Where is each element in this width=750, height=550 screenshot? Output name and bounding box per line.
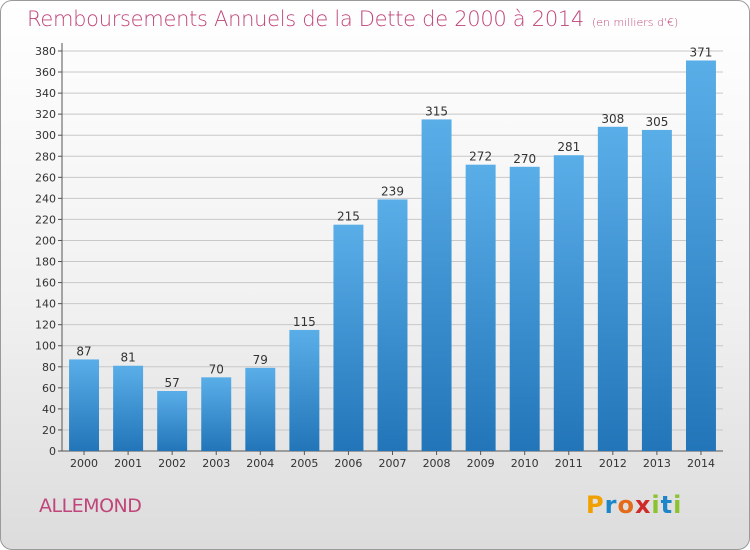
x-tick-label: 2005 bbox=[290, 457, 318, 470]
y-tick-label: 180 bbox=[35, 256, 56, 269]
y-tick-label: 80 bbox=[42, 361, 56, 374]
chart-title: Remboursements Annuels de la Dette de 20… bbox=[27, 7, 584, 31]
bar-value-label: 270 bbox=[513, 152, 536, 166]
bar-value-label: 81 bbox=[120, 351, 135, 365]
logo-letter: x bbox=[634, 491, 652, 519]
logo-letter: P bbox=[586, 491, 605, 519]
commune-name: ALLEMOND bbox=[39, 495, 142, 517]
y-tick-label: 300 bbox=[35, 129, 56, 142]
bar-value-label: 239 bbox=[381, 184, 404, 198]
bar-value-label: 315 bbox=[425, 104, 448, 118]
y-tick-label: 340 bbox=[35, 87, 56, 100]
bar-value-label: 281 bbox=[557, 140, 580, 154]
logo-letter: r bbox=[604, 491, 618, 519]
bar-value-label: 371 bbox=[690, 45, 713, 59]
logo-letter: t bbox=[660, 491, 674, 519]
y-tick-label: 200 bbox=[35, 234, 56, 247]
y-tick-label: 0 bbox=[49, 445, 56, 458]
bar-value-label: 215 bbox=[337, 210, 360, 224]
x-tick-label: 2008 bbox=[423, 457, 451, 470]
x-tick-label: 2006 bbox=[334, 457, 362, 470]
bar-value-label: 305 bbox=[645, 115, 668, 129]
bar bbox=[377, 199, 408, 451]
logo-letter: i bbox=[673, 491, 683, 519]
y-tick-label: 160 bbox=[35, 277, 56, 290]
x-tick-label: 2003 bbox=[202, 457, 230, 470]
x-tick-label: 2013 bbox=[643, 457, 671, 470]
y-tick-label: 260 bbox=[35, 171, 56, 184]
bar bbox=[641, 129, 672, 451]
y-tick-label: 20 bbox=[42, 424, 56, 437]
logo-letter: i bbox=[651, 491, 661, 519]
x-tick-label: 2010 bbox=[511, 457, 539, 470]
bar-value-label: 79 bbox=[253, 353, 268, 367]
y-tick-label: 220 bbox=[35, 213, 56, 226]
y-tick-label: 140 bbox=[35, 298, 56, 311]
y-tick-label: 120 bbox=[35, 319, 56, 332]
logo-letter: o bbox=[617, 491, 635, 519]
bar bbox=[597, 126, 628, 451]
y-tick-label: 100 bbox=[35, 340, 56, 353]
bar-value-label: 70 bbox=[209, 362, 224, 376]
bar-value-label: 57 bbox=[165, 376, 180, 390]
bar bbox=[553, 155, 584, 452]
y-tick-label: 320 bbox=[35, 108, 56, 121]
bar bbox=[245, 367, 276, 451]
bar bbox=[201, 377, 232, 451]
bar bbox=[113, 365, 144, 451]
x-tick-label: 2011 bbox=[555, 457, 583, 470]
x-tick-label: 2000 bbox=[70, 457, 98, 470]
y-tick-label: 380 bbox=[35, 45, 56, 58]
chart-subtitle: (en milliers d'€) bbox=[592, 16, 679, 29]
bar-value-label: 272 bbox=[469, 150, 492, 164]
bar bbox=[509, 166, 540, 451]
x-tick-label: 2007 bbox=[379, 457, 407, 470]
x-tick-label: 2002 bbox=[158, 457, 186, 470]
y-tick-label: 40 bbox=[42, 403, 56, 416]
chart-title-row: Remboursements Annuels de la Dette de 20… bbox=[27, 7, 678, 31]
bar bbox=[421, 119, 452, 451]
x-tick-label: 2004 bbox=[246, 457, 274, 470]
y-tick-label: 360 bbox=[35, 66, 56, 79]
bar-value-label: 115 bbox=[293, 315, 316, 329]
x-tick-label: 2012 bbox=[599, 457, 627, 470]
bar bbox=[333, 224, 364, 451]
y-tick-label: 60 bbox=[42, 382, 56, 395]
bar bbox=[69, 359, 100, 451]
bar bbox=[289, 329, 320, 451]
x-tick-label: 2001 bbox=[114, 457, 142, 470]
bar bbox=[685, 60, 716, 451]
x-tick-label: 2009 bbox=[467, 457, 495, 470]
bar bbox=[465, 164, 496, 451]
bar-value-label: 87 bbox=[76, 344, 91, 358]
proxiti-logo: Proxiti bbox=[586, 491, 682, 519]
y-tick-label: 240 bbox=[35, 192, 56, 205]
bar-value-label: 308 bbox=[601, 112, 624, 126]
y-tick-label: 280 bbox=[35, 150, 56, 163]
x-tick-label: 2014 bbox=[687, 457, 715, 470]
bar bbox=[157, 391, 188, 451]
